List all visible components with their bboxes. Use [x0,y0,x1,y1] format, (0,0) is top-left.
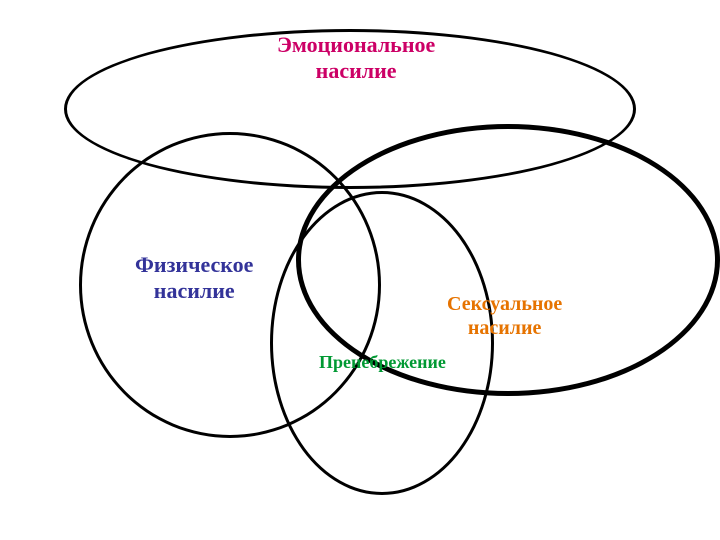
label-emotional: Эмоциональное насилие [277,32,435,85]
label-physical: Физическое насилие [135,252,253,305]
label-neglect: Пренебрежение [319,352,446,374]
label-sexual: Сексуальное насилие [447,292,562,340]
